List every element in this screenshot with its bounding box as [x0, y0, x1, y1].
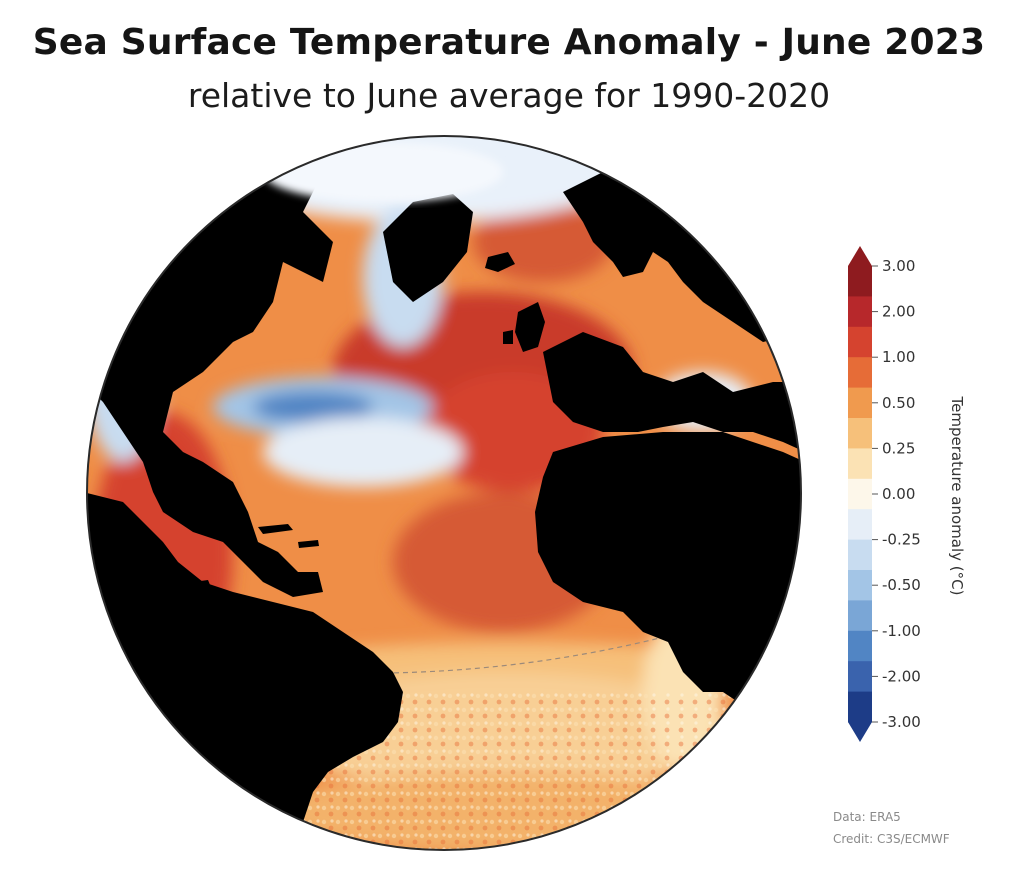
legend-swatch: [848, 296, 872, 328]
credit-line: Credit: C3S/ECMWF: [833, 832, 950, 846]
legend-swatch: [848, 478, 872, 510]
legend-swatch: [848, 418, 872, 449]
legend-tick-label: -2.00: [882, 667, 921, 685]
legend-tick-label: -0.50: [882, 576, 921, 594]
legend-tick-label: -1.00: [882, 622, 921, 640]
legend-tick-label: -3.00: [882, 713, 921, 731]
legend-colorbar: [848, 266, 872, 723]
legend-tick-label: -0.25: [882, 531, 921, 549]
legend-swatch: [848, 570, 872, 601]
legend-swatch: [848, 509, 872, 541]
legend-max-arrow: [848, 246, 872, 266]
map-title: Sea Surface Temperature Anomaly - June 2…: [32, 22, 986, 63]
legend-tick-label: 0.00: [882, 485, 915, 503]
legend-tick-label: 0.50: [882, 394, 915, 412]
globe-map: [86, 135, 802, 851]
legend-swatch: [848, 539, 872, 571]
legend-min-arrow: [848, 722, 872, 742]
legend-swatch: [848, 357, 872, 389]
legend-swatch: [848, 266, 872, 297]
legend-swatch: [848, 630, 872, 662]
map-subtitle: relative to June average for 1990-2020: [187, 76, 831, 115]
color-legend: 3.00 2.00 1.00 0.50 0.25 0.00 -0.25 -0.50 -1.00 -…: [848, 246, 921, 742]
legend-swatch: [848, 387, 872, 419]
legend-swatch: [848, 661, 872, 693]
legend-swatch: [848, 326, 872, 358]
data-source: Data: ERA5: [833, 810, 901, 824]
legend-tick-labels: 3.00 2.00 1.00 0.50 0.25 0.00 -0.25 -0.50 -1.00 -…: [872, 257, 921, 731]
legend-axis-label: Temperature anomaly (°C): [948, 396, 966, 596]
legend-swatch: [848, 691, 872, 723]
legend-tick-label: 0.25: [882, 439, 915, 457]
legend-tick-label: 3.00: [882, 257, 915, 275]
legend-swatch: [848, 600, 872, 632]
legend-tick-label: 2.00: [882, 303, 915, 321]
legend-swatch: [848, 448, 872, 480]
legend-tick-label: 1.00: [882, 348, 915, 366]
